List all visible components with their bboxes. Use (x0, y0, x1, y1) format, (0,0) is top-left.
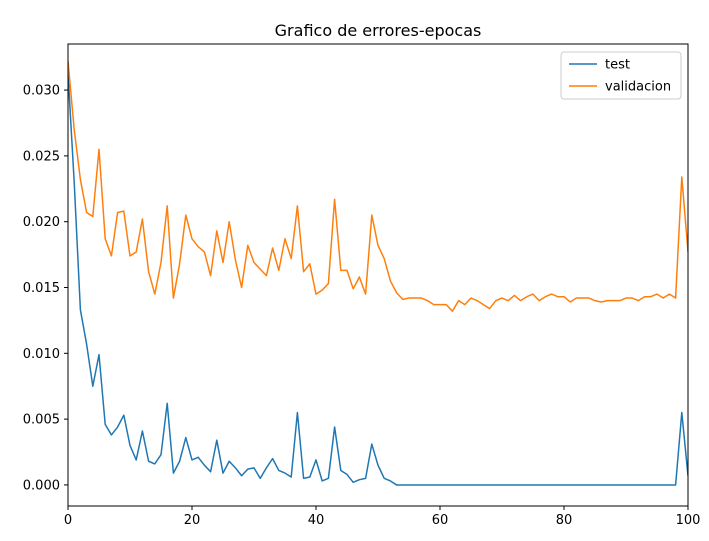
y-axis: 0.000 0.005 0.010 0.015 0.020 0.025 0.030 (23, 84, 68, 493)
legend-label-test: test (605, 58, 630, 73)
x-tick-label: 100 (676, 513, 701, 528)
legend-label-validacion: validacion (605, 80, 671, 95)
y-tick-label: 0.015 (23, 281, 60, 296)
series-line-validacion (68, 61, 688, 312)
x-axis: 0 20 40 60 80 100 (64, 506, 701, 528)
y-tick-label: 0.010 (23, 347, 60, 362)
y-tick-label: 0.020 (23, 215, 60, 230)
y-tick-label: 0.030 (23, 84, 60, 99)
x-tick-label: 60 (432, 513, 449, 528)
x-tick-label: 20 (184, 513, 201, 528)
chart-title: Grafico de errores-epocas (275, 21, 482, 40)
x-tick-label: 80 (556, 513, 573, 528)
x-tick-label: 0 (64, 513, 72, 528)
y-tick-label: 0.000 (23, 478, 60, 493)
series-layer (68, 61, 688, 486)
plot-area-frame (67, 43, 689, 507)
y-tick-label: 0.025 (23, 149, 60, 164)
x-tick-label: 40 (308, 513, 325, 528)
series-line-test (68, 72, 688, 486)
y-tick-label: 0.005 (23, 413, 60, 428)
legend: test validacion (560, 51, 682, 100)
